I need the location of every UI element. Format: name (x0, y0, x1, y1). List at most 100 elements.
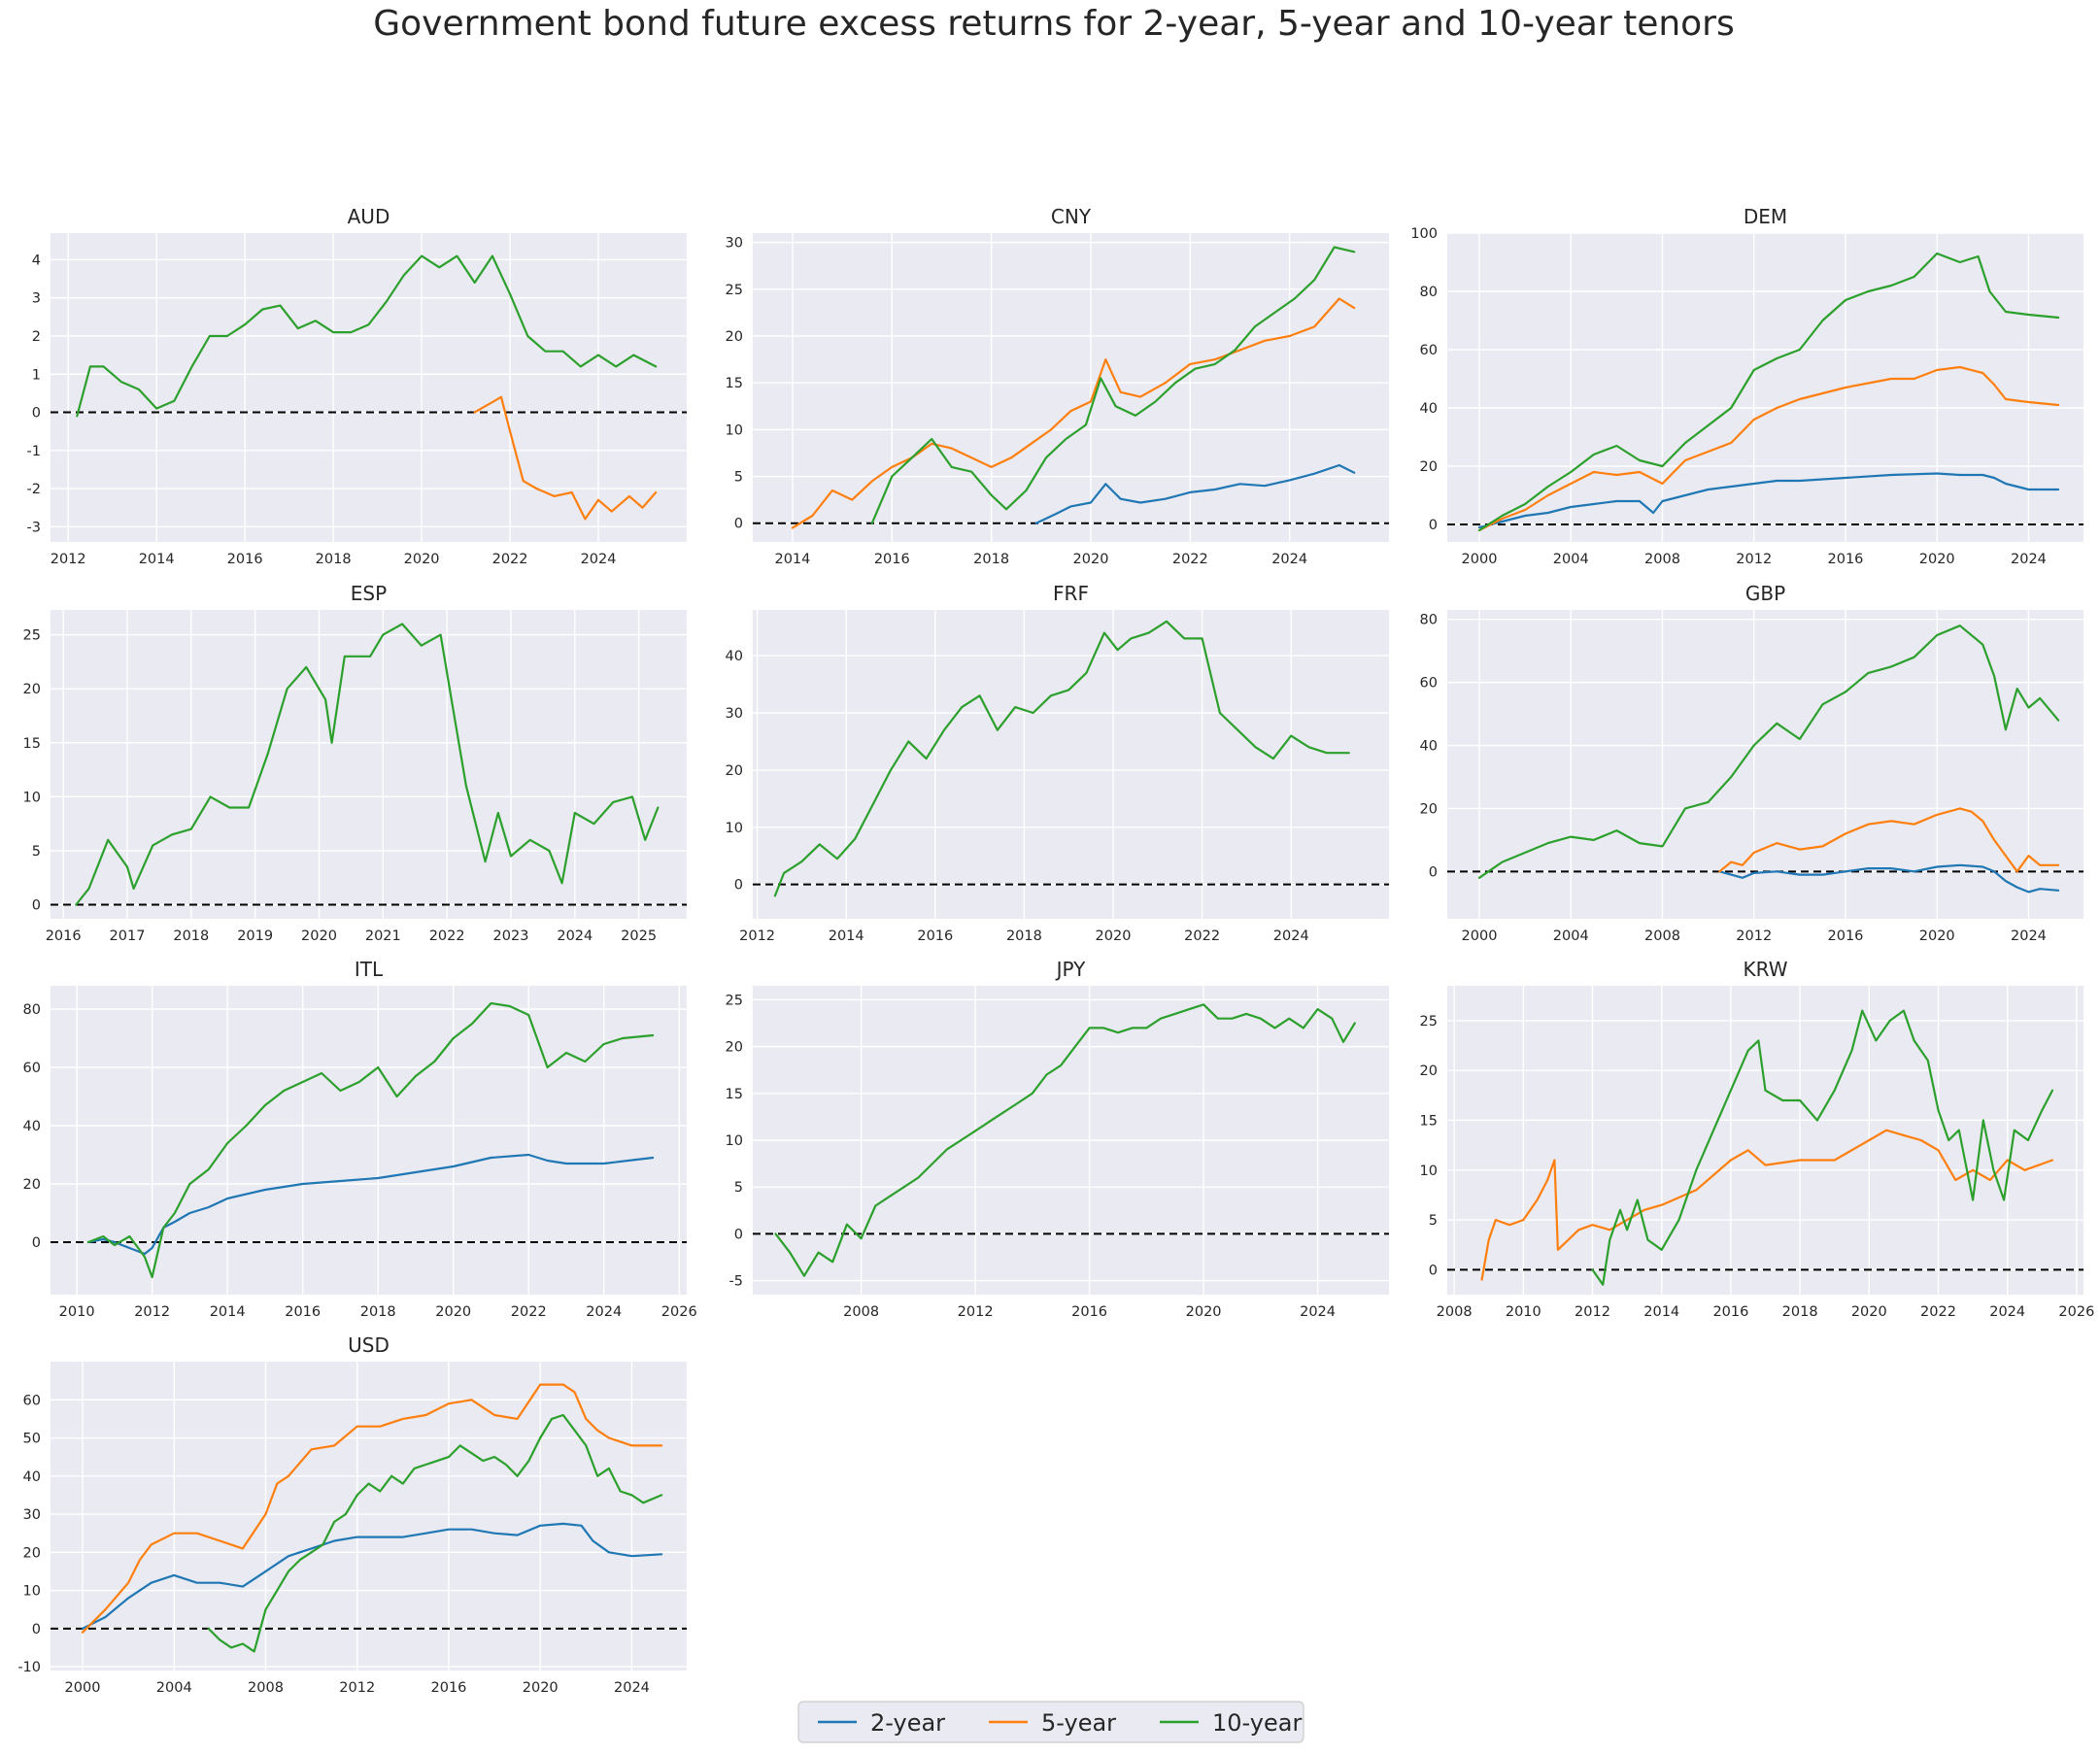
x-tick-label: 2010 (1506, 1304, 1541, 1320)
x-tick-label: 2000 (1462, 552, 1498, 567)
y-tick-label: 10 (23, 1584, 41, 1600)
series-line-10-year (207, 1413, 663, 1653)
y-tick-label: 20 (1420, 459, 1438, 475)
series-line-10-year (86, 1001, 655, 1279)
x-tick-label: 2018 (1782, 1304, 1818, 1320)
panel-cny: CNY 2014 2016 2018 2020 2022 2024 0 5 10 15 20 25 30 (726, 205, 1389, 567)
x-tick-label: 2008 (1644, 928, 1680, 944)
x-tick-label: 2016 (1828, 928, 1864, 944)
y-tick-label: 0 (32, 1235, 41, 1251)
y-tick-label: 0 (32, 1622, 41, 1637)
x-tick-label: 2022 (429, 928, 465, 944)
x-tick-label: 2024 (1989, 1304, 2025, 1320)
x-tick-label: 2014 (829, 928, 864, 944)
x-tick-label: 2016 (227, 552, 263, 567)
x-tick-label: 2022 (511, 1304, 547, 1320)
x-tick-label: 2004 (1553, 928, 1589, 944)
x-tick-label: 2021 (365, 928, 401, 944)
panel-itl: ITL 2010 2012 2014 2016 2018 2020 2022 2024 2026 0… (23, 958, 697, 1320)
x-tick-label: 2016 (874, 552, 910, 567)
x-tick-label: 2016 (917, 928, 953, 944)
x-tick-label: 2012 (1736, 928, 1772, 944)
x-tick-label: 2004 (1553, 552, 1589, 567)
panel-esp: ESP 2016 2017 2018 2019 2020 2021 2022 2023 2024 2… (23, 582, 687, 944)
x-tick-label: 2024 (1273, 928, 1309, 944)
series-line-2-year (1034, 463, 1356, 524)
plot-area-dem (1447, 233, 2083, 542)
series-group (791, 246, 1356, 529)
series-line-5-year (791, 297, 1356, 529)
panel-title: JPY (1055, 958, 1087, 981)
series-group (1477, 252, 2060, 532)
x-tick-label: 2010 (59, 1304, 95, 1320)
x-tick-label: 2020 (435, 1304, 471, 1320)
y-tick-label: 40 (726, 649, 743, 664)
y-tick-label: 0 (32, 406, 41, 422)
x-tick-label: 2008 (843, 1304, 879, 1320)
x-tick-label: 2014 (139, 552, 175, 567)
x-tick-label: 2016 (1071, 1304, 1107, 1320)
x-tick-label: 2012 (1575, 1304, 1610, 1320)
x-tick-label: 2024 (557, 928, 593, 944)
series-line-2-year (86, 1153, 655, 1256)
y-tick-label: 0 (734, 517, 743, 532)
y-tick-label: 10 (726, 422, 743, 438)
panel-title: USD (348, 1333, 390, 1357)
panel-title: DEM (1744, 205, 1787, 228)
panel-title: CNY (1051, 205, 1092, 228)
y-tick-label: 80 (1420, 613, 1438, 628)
series-group (86, 1001, 655, 1279)
x-tick-label: 2012 (51, 552, 86, 567)
series-line-10-year (1477, 624, 2060, 879)
series-line-5-year (1477, 365, 2060, 532)
series-line-10-year (1477, 252, 2060, 532)
y-tick-label: 30 (23, 1507, 41, 1523)
series-line-5-year (473, 395, 658, 521)
x-tick-label: 2024 (1271, 552, 1307, 567)
x-tick-label: 2018 (316, 552, 352, 567)
y-tick-label: 10 (23, 790, 41, 805)
series-line-2-year (81, 1522, 663, 1630)
x-tick-label: 2020 (523, 1680, 559, 1696)
legend-box (797, 1701, 1304, 1743)
y-tick-label: 25 (1420, 1014, 1438, 1029)
plot-area-krw (1447, 986, 2083, 1295)
y-tick-label: 0 (1429, 518, 1438, 533)
x-tick-label: 2022 (1184, 928, 1220, 944)
x-tick-label: 2018 (1006, 928, 1042, 944)
x-tick-label: 2008 (248, 1680, 284, 1696)
panel-jpy: JPY 2008 2012 2016 2020 2024 -5 0 5 10 15 20 25 (726, 958, 1389, 1320)
x-tick-label: 2023 (493, 928, 529, 944)
y-tick-label: 40 (23, 1469, 41, 1485)
x-tick-label: 2022 (1172, 552, 1208, 567)
y-tick-label: 20 (23, 1545, 41, 1561)
x-tick-label: 2020 (1073, 552, 1109, 567)
y-tick-label: -3 (27, 520, 41, 535)
y-tick-label: 15 (726, 1087, 743, 1102)
plot-area-esp (51, 610, 687, 919)
y-tick-label: -2 (27, 482, 41, 497)
y-tick-label: 40 (1420, 401, 1438, 417)
x-tick-label: 2020 (1186, 1304, 1222, 1320)
series-line-2-year (1477, 472, 2060, 529)
x-tick-label: 2012 (739, 928, 775, 944)
y-tick-label: 10 (726, 821, 743, 836)
plot-area-cny (753, 233, 1389, 542)
y-tick-label: 40 (23, 1119, 41, 1134)
x-tick-label: 2014 (210, 1304, 246, 1320)
panel-usd: USD 2000 2004 2008 2012 2016 2020 2024 -10 0 10 20 3… (17, 1333, 687, 1696)
x-tick-label: 2024 (2011, 552, 2047, 567)
x-tick-label: 2018 (973, 552, 1009, 567)
panel-frf: FRF 2012 2014 2016 2018 2020 2022 2024 0 10 20 30 40 (726, 582, 1389, 944)
legend-label-2-year: 2-year (870, 1709, 945, 1737)
plot-area-itl (51, 986, 687, 1295)
y-tick-label: 20 (1420, 1063, 1438, 1079)
y-tick-label: 5 (32, 844, 41, 860)
x-tick-label: 2008 (1644, 552, 1680, 567)
x-tick-label: 2016 (1712, 1304, 1748, 1320)
series-line-10-year (76, 254, 658, 418)
x-tick-label: 2024 (614, 1680, 650, 1696)
x-tick-label: 2012 (958, 1304, 994, 1320)
y-tick-label: 10 (1420, 1164, 1438, 1179)
